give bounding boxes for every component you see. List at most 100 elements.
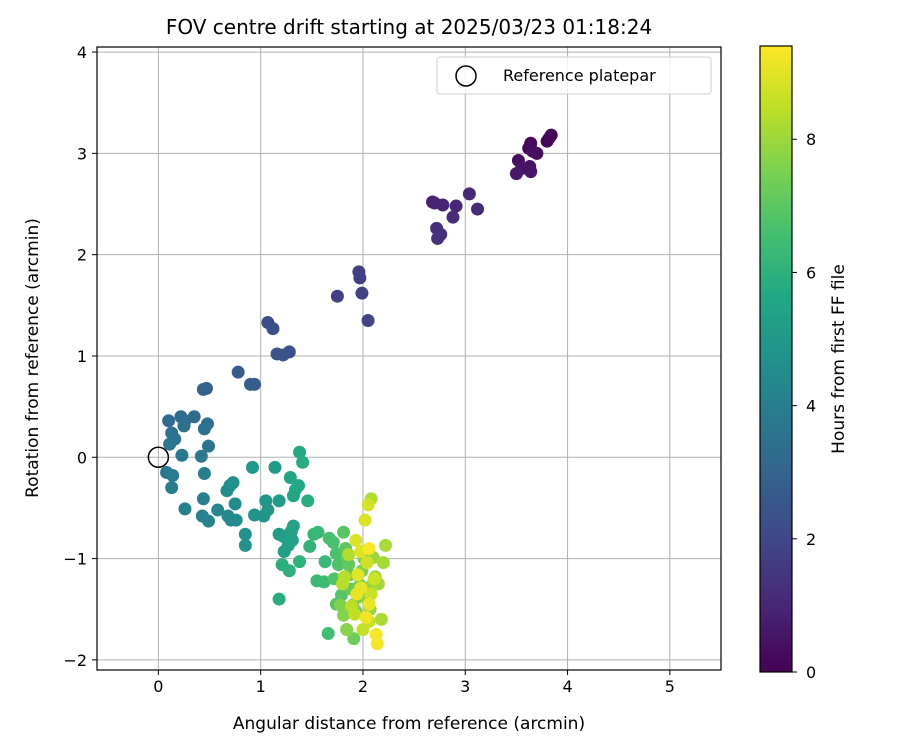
legend: Reference platepar bbox=[436, 56, 712, 95]
data-point bbox=[231, 365, 245, 379]
data-point bbox=[336, 577, 350, 591]
data-point bbox=[347, 632, 361, 646]
y-tick-label: 0 bbox=[77, 448, 87, 467]
data-point bbox=[268, 460, 282, 474]
data-point bbox=[282, 564, 296, 578]
data-point bbox=[163, 437, 177, 451]
data-point bbox=[359, 610, 373, 624]
data-point bbox=[362, 541, 376, 555]
data-point bbox=[378, 538, 392, 552]
y-tick-label: −2 bbox=[63, 651, 87, 670]
data-point bbox=[353, 271, 367, 285]
legend-box bbox=[436, 56, 712, 95]
colorbar: 0 2 4 6 8 Hours from first FF file bbox=[759, 45, 849, 682]
colorbar-tick-label: 0 bbox=[806, 663, 816, 682]
y-tick-label: 1 bbox=[77, 347, 87, 366]
y-tick-label: 3 bbox=[77, 144, 87, 163]
data-point bbox=[261, 503, 275, 517]
data-point bbox=[293, 445, 307, 459]
data-point bbox=[358, 513, 372, 527]
data-point bbox=[211, 503, 225, 517]
data-point bbox=[199, 381, 213, 395]
data-point bbox=[286, 519, 300, 533]
data-point bbox=[296, 455, 310, 469]
data-point bbox=[542, 131, 556, 145]
data-point bbox=[166, 469, 180, 483]
colorbar-label: Hours from first FF file bbox=[829, 264, 849, 454]
data-point bbox=[349, 533, 363, 547]
colorbar-tick-label: 4 bbox=[806, 397, 816, 416]
data-point bbox=[462, 187, 476, 201]
data-point bbox=[524, 165, 538, 179]
data-point bbox=[162, 414, 176, 428]
data-point bbox=[355, 286, 369, 300]
grid-lines bbox=[97, 47, 721, 670]
data-point bbox=[285, 533, 299, 547]
data-point bbox=[431, 231, 445, 245]
data-point bbox=[509, 167, 523, 181]
data-point bbox=[362, 597, 376, 611]
data-point bbox=[197, 466, 211, 480]
data-point bbox=[248, 377, 262, 391]
reference-platepar-marker bbox=[147, 446, 170, 469]
data-point bbox=[321, 627, 335, 641]
plot-frame bbox=[96, 46, 722, 671]
legend-label: Reference platepar bbox=[503, 66, 656, 85]
data-point bbox=[374, 612, 388, 626]
data-point bbox=[202, 439, 216, 453]
colorbar-tick-label: 6 bbox=[806, 263, 816, 282]
data-point bbox=[292, 479, 306, 493]
data-point bbox=[449, 199, 463, 213]
data-point bbox=[178, 502, 192, 516]
data-point bbox=[196, 492, 210, 506]
data-point bbox=[283, 471, 297, 485]
data-point bbox=[471, 202, 485, 216]
data-point bbox=[342, 548, 356, 562]
y-tick-label: −1 bbox=[63, 550, 87, 569]
data-point bbox=[364, 587, 378, 601]
data-point bbox=[367, 572, 381, 586]
data-point bbox=[229, 513, 243, 527]
y-axis-label: Rotation from reference (arcmin) bbox=[23, 218, 43, 498]
data-point bbox=[202, 514, 216, 528]
data-point bbox=[337, 608, 351, 622]
x-tick-label: 0 bbox=[153, 677, 163, 696]
x-tick-label: 5 bbox=[665, 677, 675, 696]
data-point bbox=[348, 607, 362, 621]
data-point bbox=[197, 422, 211, 436]
x-tick-label: 3 bbox=[460, 677, 470, 696]
data-point bbox=[238, 527, 252, 541]
data-point bbox=[370, 637, 384, 651]
x-axis-label: Angular distance from reference (arcmin) bbox=[233, 714, 585, 734]
data-point bbox=[360, 556, 374, 570]
data-point bbox=[337, 525, 351, 539]
colorbar-tick-label: 2 bbox=[806, 530, 816, 549]
data-point bbox=[165, 481, 179, 495]
data-point bbox=[334, 588, 348, 602]
data-point bbox=[361, 498, 375, 512]
data-point bbox=[330, 289, 344, 303]
data-point bbox=[311, 525, 325, 539]
colorbar-ticks: 0 2 4 6 8 bbox=[792, 130, 816, 682]
y-axis-ticks: −2 −1 0 1 2 3 4 bbox=[63, 43, 97, 670]
data-point bbox=[238, 538, 252, 552]
data-point bbox=[351, 568, 365, 582]
data-point bbox=[293, 555, 307, 569]
data-point bbox=[301, 494, 315, 508]
data-point bbox=[436, 198, 450, 212]
y-tick-label: 4 bbox=[77, 43, 87, 62]
data-point bbox=[177, 419, 191, 433]
x-tick-label: 2 bbox=[358, 677, 368, 696]
data-point bbox=[317, 575, 331, 589]
data-point bbox=[526, 144, 540, 158]
data-point bbox=[446, 210, 460, 224]
chart-title: FOV centre drift starting at 2025/03/23 … bbox=[166, 15, 652, 39]
x-tick-label: 1 bbox=[256, 677, 266, 696]
x-tick-label: 4 bbox=[562, 677, 572, 696]
data-point bbox=[318, 555, 332, 569]
x-axis-ticks: 0 1 2 3 4 5 bbox=[153, 670, 675, 696]
data-point bbox=[376, 556, 390, 570]
data-point bbox=[175, 448, 189, 462]
data-point bbox=[228, 497, 242, 511]
scatter-points bbox=[160, 128, 558, 651]
